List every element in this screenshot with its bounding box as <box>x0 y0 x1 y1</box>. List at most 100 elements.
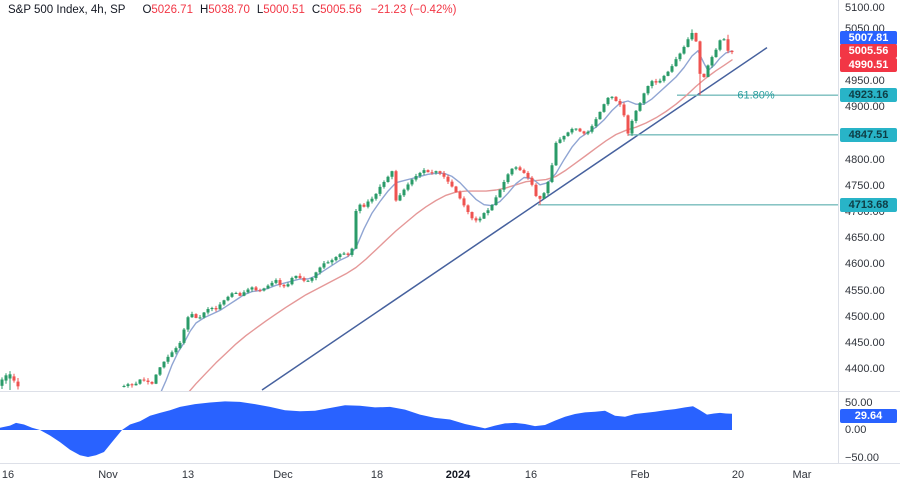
momentum-pane[interactable] <box>0 391 838 463</box>
up-candle-body <box>478 218 482 221</box>
ohlc-key: L <box>256 4 264 16</box>
price-tick-label: 4650.00 <box>845 232 885 245</box>
up-candle-body <box>310 277 314 281</box>
up-candle-body <box>678 53 682 60</box>
up-candle-body <box>662 75 666 81</box>
up-candle-body <box>266 285 270 289</box>
time-axis-label: 20 <box>731 469 745 481</box>
up-candle-body <box>314 272 318 278</box>
down-candle-body <box>730 50 734 53</box>
up-candle-body <box>210 307 214 310</box>
up-candle-body <box>494 197 498 206</box>
up-candle-body <box>378 186 382 194</box>
up-candle-body <box>714 49 718 58</box>
down-candle-body <box>278 280 282 285</box>
price-tick-label: 4450.00 <box>845 336 885 349</box>
up-candle-body <box>250 287 254 290</box>
up-candle-body <box>174 348 178 353</box>
up-candle-body <box>8 374 12 379</box>
up-candle-body <box>370 198 374 202</box>
timescale-separator <box>0 463 900 464</box>
ma-slow-line[interactable] <box>186 59 733 391</box>
price-scale[interactable]: 5100.00 5050.00 4950.00 4900.00 4800.00 4750.… <box>838 0 900 464</box>
up-candle-body <box>354 210 358 249</box>
candles-layer[interactable] <box>0 29 734 390</box>
up-candle-body <box>350 248 354 255</box>
up-candle-body <box>590 126 594 132</box>
up-candle-body <box>434 171 438 173</box>
up-candle-body <box>674 59 678 67</box>
up-candle-body <box>122 385 126 387</box>
up-candle-body <box>186 317 190 330</box>
up-candle-body <box>158 367 162 375</box>
up-candle-body <box>606 97 610 105</box>
up-candle-body <box>554 142 558 166</box>
pane-separator[interactable] <box>0 391 900 392</box>
up-candle-body <box>646 86 650 94</box>
up-candle-body <box>410 179 414 185</box>
down-candle-body <box>430 172 434 174</box>
down-candle-body <box>438 171 442 174</box>
down-candle-body <box>298 275 302 278</box>
price-pane[interactable]: 61.80% <box>0 0 838 391</box>
up-candle-body <box>270 282 274 286</box>
down-candle-body <box>194 314 198 318</box>
up-candle-body <box>382 182 386 187</box>
price-badge-ma-slow-value: 4990.51 <box>840 58 897 72</box>
up-candle-body <box>502 182 506 190</box>
up-candle-body <box>514 167 518 169</box>
down-candle-body <box>254 287 258 291</box>
up-candle-body <box>690 32 694 40</box>
down-candle-body <box>238 292 242 296</box>
up-candle-body <box>198 317 202 319</box>
momentum-tick-label: 50.00 <box>845 397 873 409</box>
ohlc-key: H <box>199 4 209 16</box>
ma-fast-line[interactable] <box>160 50 733 391</box>
down-candle-body <box>362 204 366 207</box>
price-tick-label: 4800.00 <box>845 153 885 166</box>
up-candle-body <box>598 111 602 120</box>
up-candle-body <box>546 182 550 194</box>
down-candle-body <box>426 170 430 173</box>
up-candle-body <box>682 46 686 54</box>
down-candle-body <box>282 284 286 287</box>
down-candle-body <box>142 379 146 381</box>
symbol-title[interactable]: S&P 500 Index, 4h, SP <box>8 4 126 16</box>
up-candle-body <box>706 65 710 77</box>
down-candle-body <box>618 101 622 105</box>
up-candle-body <box>566 132 570 136</box>
up-candle-body <box>334 257 338 261</box>
up-candle-body <box>226 296 230 301</box>
up-candle-body <box>326 262 330 264</box>
up-candle-body <box>338 254 342 258</box>
up-candle-body <box>406 184 410 190</box>
up-candle-body <box>638 103 642 111</box>
up-candle-body <box>178 342 182 349</box>
up-candle-body <box>182 329 186 343</box>
up-candle-body <box>610 96 614 98</box>
down-candle-body <box>454 186 458 193</box>
down-candle-body <box>578 128 582 132</box>
momentum-area <box>0 401 732 457</box>
ohlc-key: O <box>142 4 152 16</box>
down-candle-body <box>346 253 350 255</box>
up-candle-body <box>398 195 402 201</box>
down-candle-body <box>518 167 522 171</box>
down-candle-body <box>694 32 698 42</box>
up-candle-body <box>498 189 502 198</box>
horizontal-levels[interactable] <box>538 94 838 206</box>
time-axis-label: Dec <box>273 469 293 481</box>
time-scale[interactable]: 16 Nov 13 Dec 18 2024 16 Feb 20 Mar <box>0 463 900 487</box>
up-candle-body <box>222 300 226 305</box>
up-candle-body <box>322 263 326 268</box>
down-candle-body <box>442 173 446 177</box>
up-candle-body <box>206 309 210 313</box>
up-candle-body <box>550 165 554 182</box>
time-axis-label: 18 <box>370 469 384 481</box>
trendline[interactable] <box>261 47 768 391</box>
price-tick-label: 4500.00 <box>845 310 885 323</box>
up-candle-body <box>138 379 142 384</box>
up-candle-body <box>418 172 422 177</box>
price-tick-label: 4600.00 <box>845 258 885 271</box>
